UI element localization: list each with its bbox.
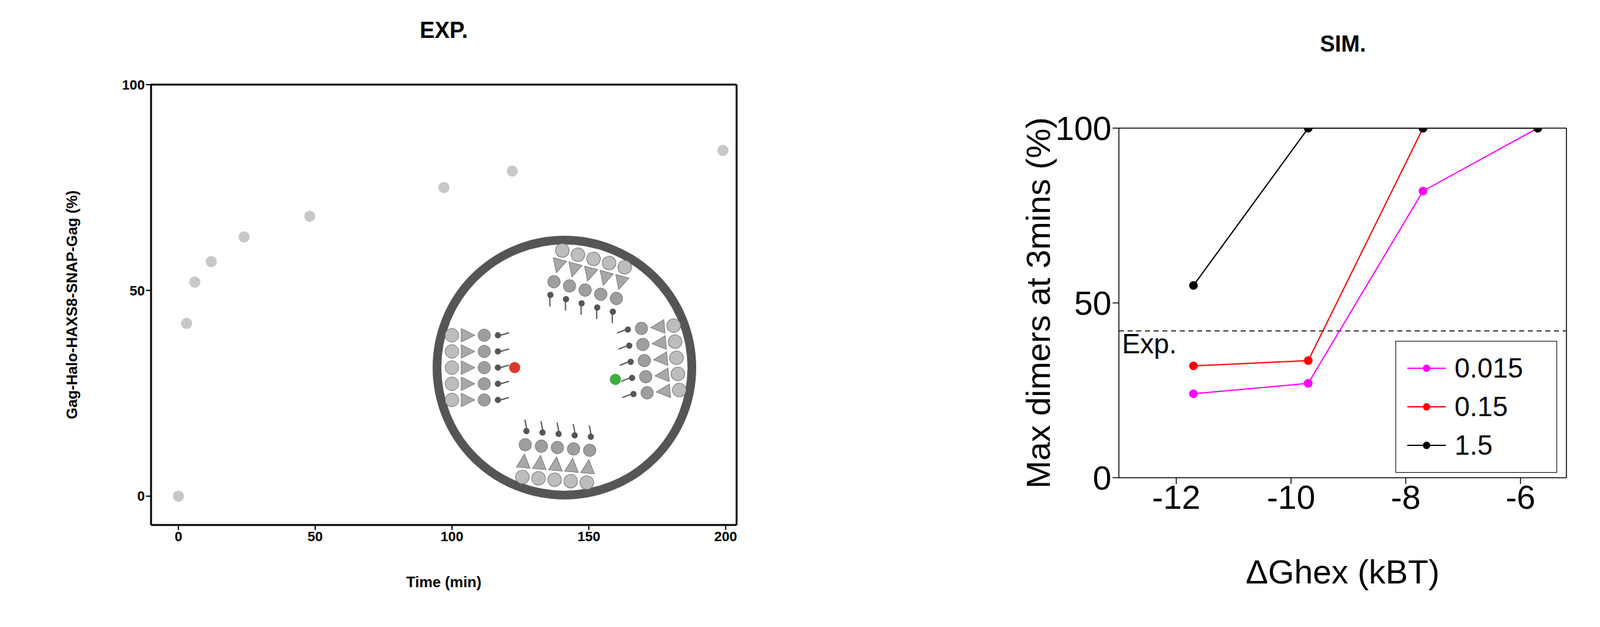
svg-text:100: 100 (1055, 109, 1112, 147)
svg-text:50: 50 (1074, 284, 1112, 322)
svg-text:0: 0 (137, 487, 145, 504)
svg-text:0: 0 (174, 528, 183, 544)
html-text:EXP.: EXP. (419, 17, 468, 43)
svg-text:0: 0 (1092, 458, 1112, 497)
svg-text:-6: -6 (1505, 478, 1536, 516)
html-text:SIM.: SIM. (1319, 31, 1366, 57)
svg-text:Time (min): Time (min) (406, 573, 482, 590)
html-text:0.15: 0.15 (1454, 390, 1508, 422)
svg-text:150: 150 (577, 528, 601, 544)
svg-text:ΔGhex (kBT): ΔGhex (kBT) (1245, 552, 1440, 590)
svg-text:100: 100 (440, 528, 464, 544)
svg-text:50: 50 (307, 528, 323, 544)
svg-text:50: 50 (129, 282, 145, 299)
svg-text:-12: -12 (1151, 478, 1201, 516)
svg-text:-10: -10 (1266, 478, 1316, 516)
html-text:0.015: 0.015 (1454, 352, 1523, 383)
html-text:1.5: 1.5 (1454, 429, 1493, 460)
svg-text:Exp.: Exp. (1121, 328, 1177, 359)
svg-text:200: 200 (714, 528, 738, 544)
svg-text:Gag-Halo-HAXS8-SNAP-Gag (%): Gag-Halo-HAXS8-SNAP-Gag (%) (63, 190, 81, 419)
svg-text:-8: -8 (1391, 478, 1421, 516)
svg-text:Max dimers at 3mins (%): Max dimers at 3mins (%) (1019, 116, 1057, 488)
svg-text:100: 100 (121, 77, 145, 93)
